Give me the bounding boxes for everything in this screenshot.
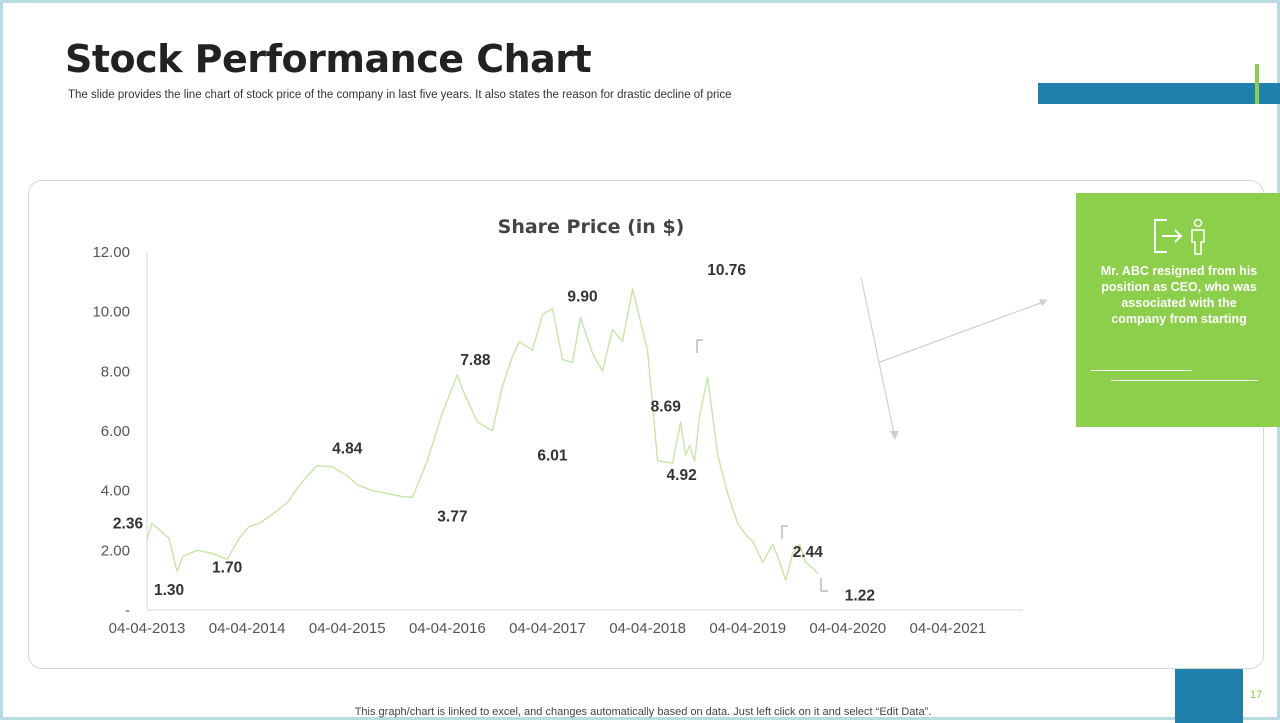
page-title: Stock Performance Chart (65, 37, 592, 81)
y-tick-label: 12.00 (92, 244, 130, 261)
y-tick-label: 4.00 (101, 483, 130, 500)
data-label: 7.88 (460, 352, 491, 369)
person-exit-icon (1154, 218, 1205, 255)
share-price-chart[interactable]: 04-04-2013 04-04-2014 04-04-2015 04-04-2016… (3, 3, 1280, 723)
x-tick-label: 04-04-2016 (409, 620, 486, 637)
data-label: 8.69 (651, 399, 682, 416)
data-label: 1.30 (154, 582, 184, 599)
data-label: 4.92 (667, 467, 697, 484)
data-label: 9.90 (567, 289, 597, 306)
chart-title: Share Price (in $) (498, 216, 685, 238)
decor-blue-bar (1038, 83, 1280, 104)
x-tick-label: 04-04-2014 (209, 620, 286, 637)
x-tick-label: 04-04-2021 (910, 620, 987, 637)
x-tick-label: 04-04-2018 (609, 620, 686, 637)
x-tick-label: 04-04-2017 (509, 620, 586, 637)
y-tick-label: 8.00 (101, 363, 130, 380)
leader-line (696, 339, 703, 353)
data-label: 1.70 (212, 559, 242, 576)
x-tick-label: 04-04-2020 (809, 620, 886, 637)
data-label: 6.01 (537, 448, 568, 465)
callout-arrows (860, 276, 1048, 440)
decor-green-bar (1255, 64, 1259, 104)
resignation-callout[interactable]: Mr. ABC resigned from his position as CE… (1076, 193, 1280, 427)
arrow-right-head (1039, 299, 1048, 306)
footer-note: This graph/chart is linked to excel, and… (354, 706, 932, 718)
leader-line (820, 578, 828, 592)
callout-divider (1091, 370, 1192, 371)
data-label: 10.76 (707, 262, 746, 279)
data-label: 4.84 (332, 441, 363, 458)
leader-line (781, 525, 788, 539)
arrow-right (879, 300, 1047, 363)
series-line (146, 288, 819, 581)
data-label: 3.77 (437, 509, 467, 526)
callout-divider (1111, 380, 1258, 381)
data-label: 2.36 (113, 516, 144, 533)
arrow-down-head (890, 431, 899, 440)
chart-card[interactable] (28, 180, 1264, 669)
x-tick-label: 04-04-2013 (109, 620, 186, 637)
callout-text: Mr. ABC resigned from his position as CE… (1100, 264, 1258, 326)
x-tick-label: 04-04-2019 (709, 620, 786, 637)
y-tick-label: 6.00 (101, 423, 130, 440)
page-subtitle: The slide provides the line chart of sto… (68, 89, 732, 101)
y-tick-label: - (125, 602, 130, 619)
data-label: 1.22 (845, 588, 875, 605)
y-tick-label: 10.00 (92, 304, 130, 321)
y-tick-label: 2.00 (101, 542, 130, 559)
x-tick-label: 04-04-2015 (309, 620, 386, 637)
page-number: 17 (1250, 689, 1263, 701)
arrow-down (860, 276, 896, 439)
data-label: 2.44 (793, 544, 824, 561)
